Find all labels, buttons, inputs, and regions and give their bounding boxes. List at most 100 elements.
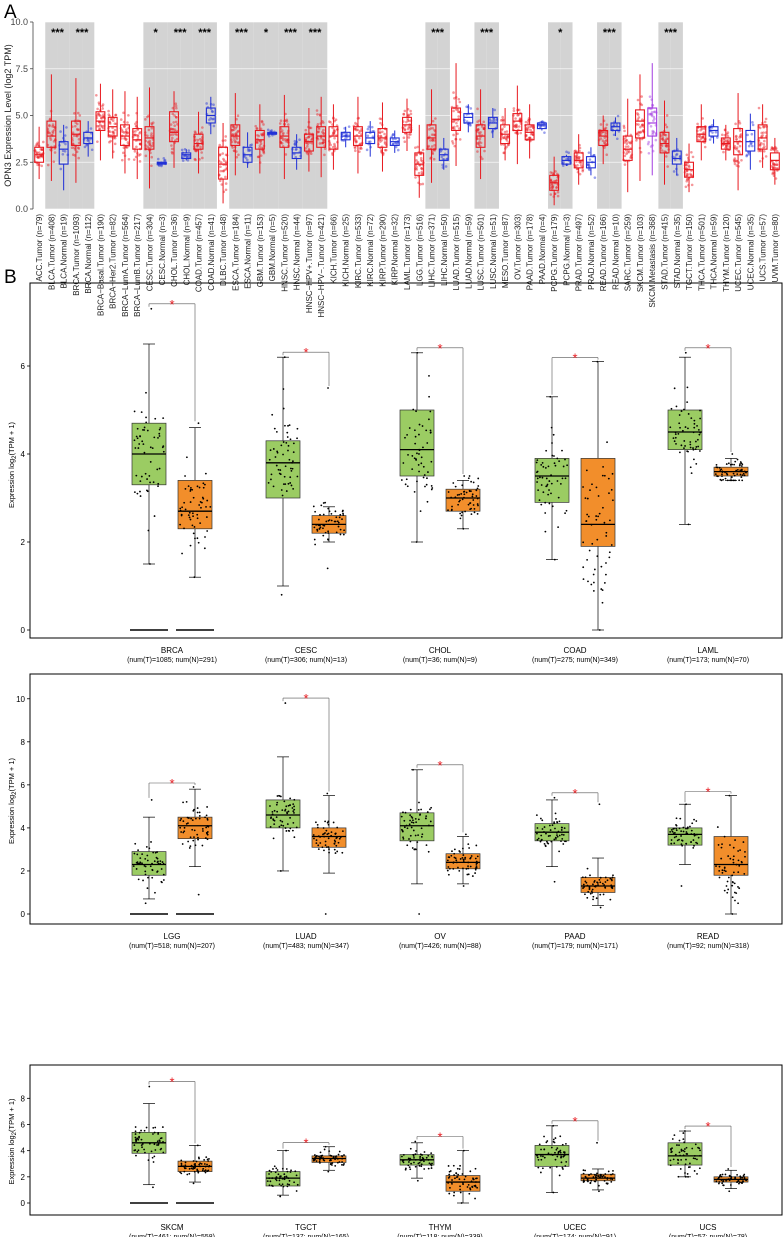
data-point [604,126,608,130]
tumor-data-point [282,441,285,443]
data-point [722,150,725,154]
tumor-data-point [698,433,701,436]
data-point [70,146,74,149]
tumor-data-point [678,451,681,454]
data-point [201,156,204,160]
data-point [774,146,778,150]
tumor-data-point [417,818,420,821]
data-point [262,149,266,153]
data-point [493,108,497,112]
normal-data-point [593,568,596,571]
tumor-data-point [149,563,151,565]
tumor-data-point [154,1126,157,1129]
tumor-data-point [698,1167,701,1170]
tumor-data-point [429,431,432,434]
data-point [367,140,371,144]
normal-data-point [198,814,201,817]
data-point [402,113,406,116]
data-point [359,146,362,149]
normal-data-point [322,502,325,504]
normal-data-point [188,1172,191,1175]
tumor-data-point [288,1183,291,1186]
data-point [98,114,101,117]
tumor-data-point [563,840,566,843]
data-point [772,166,775,170]
tumor-data-point [287,424,289,427]
data-point [284,153,288,156]
normal-data-point [341,510,344,513]
data-point [577,155,581,159]
data-point [175,137,179,141]
tumor-data-point [144,902,147,905]
data-point [89,127,93,130]
normal-data-point [327,846,330,848]
data-point [71,142,75,145]
data-point [514,131,517,135]
data-point [124,130,128,134]
data-point [761,125,765,128]
data-point [212,117,215,121]
tumor-data-point [558,1174,561,1177]
x-tick-label: KICH.Tumor (n=66) [329,214,338,284]
tumor-box [265,440,301,499]
data-point [740,158,743,162]
data-point [77,138,81,141]
normal-data-point [192,532,195,535]
data-point [39,148,42,151]
data-point [108,121,112,124]
data-point [478,133,482,137]
normal-data-point [322,524,325,527]
y-tick-label: 8 [21,1094,26,1103]
tumor-data-point [675,823,677,826]
data-point [321,121,325,124]
data-point [231,133,235,136]
data-point [502,118,505,122]
data-point [635,139,638,142]
data-point [687,164,691,167]
data-point [503,135,507,138]
data-point [711,131,714,134]
sample-counts-label: (num(T)=173; num(N)=70) [667,657,749,664]
data-point [665,145,668,148]
normal-data-point [315,1160,318,1163]
normal-data-point [470,507,473,510]
normal-data-point [721,871,724,874]
data-point [636,98,640,102]
significance-label: *** [198,27,212,39]
data-point [96,112,100,116]
normal-data-point [469,857,472,860]
normal-data-point [732,871,735,874]
data-point [222,157,225,161]
box [536,122,547,130]
normal-data-point [467,843,470,846]
tumor-data-point [425,429,428,432]
tumor-data-point [427,1167,430,1170]
tumor-data-point [148,1085,151,1088]
data-point [266,128,270,132]
data-point [139,130,142,134]
data-point [232,149,236,152]
normal-data-point [721,869,724,872]
data-point [579,164,583,167]
normal-data-point [206,832,208,835]
tumor-data-point [414,817,417,820]
y-tick-label: 6 [21,781,26,790]
data-point [149,134,153,137]
data-point [684,163,688,166]
tumor-data-point [139,861,142,864]
data-point [396,148,400,152]
normal-data-point [740,465,743,467]
data-point [249,143,252,147]
tumor-data-point [140,1138,143,1141]
normal-data-point [582,541,585,544]
normal-data-point [586,513,589,516]
normal-data-point [206,838,209,841]
data-point [160,164,163,168]
normal-data-point [732,861,735,864]
data-point [407,114,411,117]
tumor-data-point [154,891,156,894]
normal-data-point [601,474,604,477]
normal-data-point [184,1164,187,1167]
normal-data-point [608,551,611,554]
data-point [183,147,187,151]
